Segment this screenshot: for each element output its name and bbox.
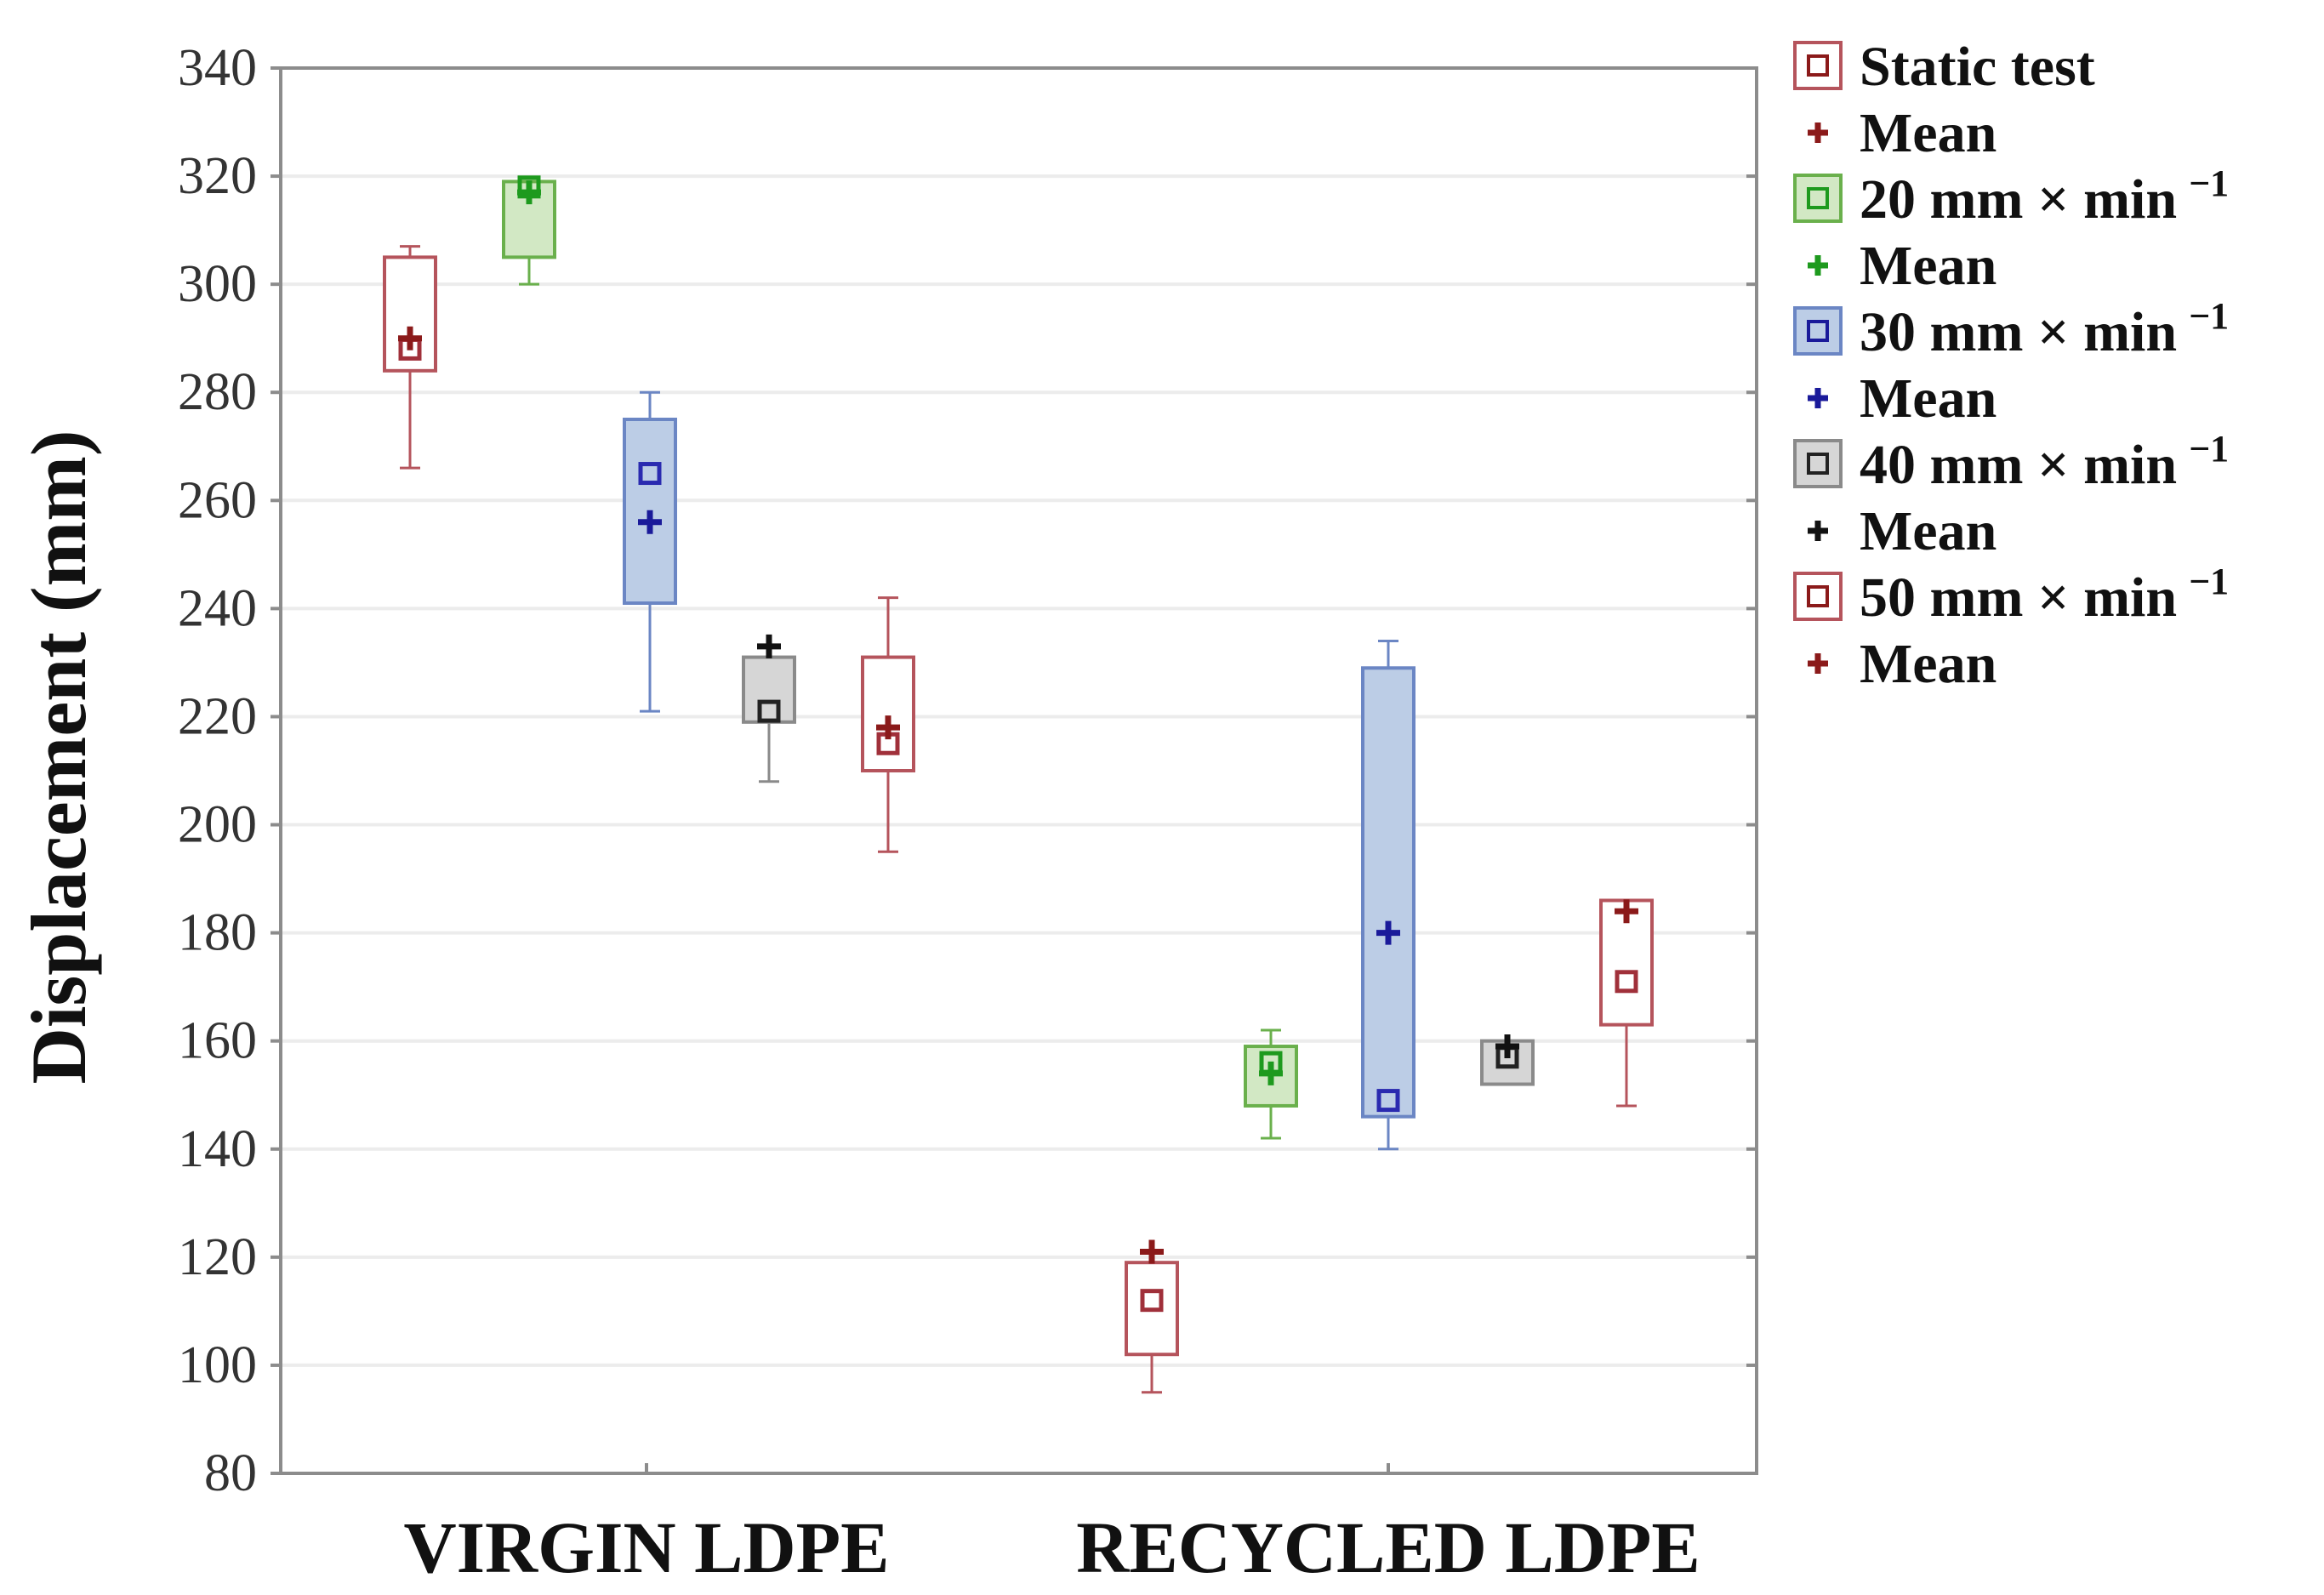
legend-superscript: −1	[2189, 162, 2229, 204]
median-marker	[1615, 970, 1638, 994]
legend-mean-icon	[1808, 255, 1828, 276]
median-marker	[757, 699, 781, 723]
legend-box-swatch	[1793, 306, 1843, 356]
y-tick-label: 340	[178, 39, 257, 97]
legend-mean-icon	[1808, 521, 1828, 541]
legend-median-swatch	[1807, 585, 1829, 607]
legend-mean-label: Mean	[1860, 633, 1996, 695]
median-marker	[1376, 1089, 1400, 1113]
box-iqr	[742, 655, 796, 724]
legend-median-swatch	[1807, 54, 1829, 77]
median-marker	[638, 462, 662, 486]
y-tick-label: 260	[178, 471, 257, 529]
box-recycled-series-4	[1599, 898, 1654, 1108]
legend-mean-label: Mean	[1860, 500, 1996, 562]
box-iqr	[1361, 666, 1415, 1119]
y-tick-label: 160	[178, 1012, 257, 1070]
legend-series-label: Static test	[1860, 36, 2095, 98]
legend-mean-label: Mean	[1860, 102, 1996, 164]
legend-box-swatch	[1793, 174, 1843, 223]
box-recycled-series-2	[1361, 640, 1415, 1151]
mean-marker	[1259, 1061, 1283, 1085]
box-virgin-series-1	[502, 175, 556, 286]
legend-series-label: 30 mm × min −1	[1860, 295, 2229, 363]
legend-series-label: 50 mm × min −1	[1860, 561, 2229, 629]
box-recycled-series-1	[1244, 1028, 1298, 1140]
plot-frame	[279, 66, 1758, 1475]
mean-marker	[398, 326, 422, 350]
mean-marker	[1140, 1239, 1164, 1264]
mean-marker	[517, 180, 541, 205]
mean-marker	[1615, 899, 1638, 924]
y-tick-label: 80	[204, 1444, 257, 1502]
y-tick-label: 240	[178, 579, 257, 637]
box-iqr	[861, 655, 915, 772]
y-tick-label: 300	[178, 255, 257, 313]
box-iqr	[383, 255, 437, 373]
legend-superscript: −1	[2189, 428, 2229, 470]
mean-marker	[1376, 920, 1400, 945]
plot-marks	[383, 175, 1654, 1394]
y-tick-label: 200	[178, 796, 257, 854]
legend-mean-label: Mean	[1860, 235, 1996, 297]
legend-series-icon	[1793, 174, 1843, 223]
y-axis-ticks: 80 100 120 140 160 180 200 220 240 260 280 300 320 34…	[178, 39, 1757, 1502]
legend-series-icon	[1793, 572, 1843, 621]
box-virgin-series-0	[383, 245, 437, 470]
mean-marker	[1495, 1034, 1519, 1059]
legend-series-icon	[1793, 41, 1843, 90]
box-virgin-series-4	[861, 596, 915, 853]
box-virgin-series-2	[623, 390, 677, 713]
legend-mean-icon	[1808, 388, 1828, 408]
legend-superscript: −1	[2189, 295, 2229, 337]
box-recycled-series-3	[1480, 1034, 1535, 1086]
legend-series-icon	[1793, 439, 1843, 488]
y-tick-label: 280	[178, 363, 257, 421]
y-tick-label: 140	[178, 1120, 257, 1178]
box-recycled-series-0	[1125, 1239, 1179, 1394]
median-marker	[1140, 1289, 1164, 1313]
mean-marker	[638, 510, 662, 534]
legend-box-swatch	[1793, 572, 1843, 621]
legend-box-swatch	[1793, 439, 1843, 488]
legend-series-label: 40 mm × min −1	[1860, 428, 2229, 496]
y-tick-label: 100	[178, 1336, 257, 1394]
legend-median-swatch	[1807, 320, 1829, 342]
legend-series-label: 20 mm × min −1	[1860, 162, 2229, 231]
y-tick-label: 120	[178, 1228, 257, 1286]
legend-box-swatch	[1793, 41, 1843, 90]
legend-median-swatch	[1807, 187, 1829, 209]
legend-median-swatch	[1807, 453, 1829, 475]
legend-mean-icon	[1808, 653, 1828, 674]
x-axis-labels: VIRGIN LDPE RECYCLED LDPE	[403, 1463, 1700, 1588]
mean-marker	[876, 715, 900, 740]
y-tick-label: 320	[178, 147, 257, 205]
legend-series-icon	[1793, 306, 1843, 356]
legend-mean-label: Mean	[1860, 367, 1996, 430]
y-tick-label: 220	[178, 687, 257, 745]
box-virgin-series-3	[742, 634, 796, 783]
legend-mean-icon	[1808, 122, 1828, 143]
legend-superscript: −1	[2189, 561, 2229, 602]
y-axis-title: Displacement (mm)	[15, 430, 102, 1084]
y-tick-label: 180	[178, 904, 257, 962]
x-group-label: VIRGIN LDPE	[403, 1507, 889, 1588]
mean-marker	[757, 634, 781, 658]
x-group-label: RECYCLED LDPE	[1076, 1507, 1700, 1588]
